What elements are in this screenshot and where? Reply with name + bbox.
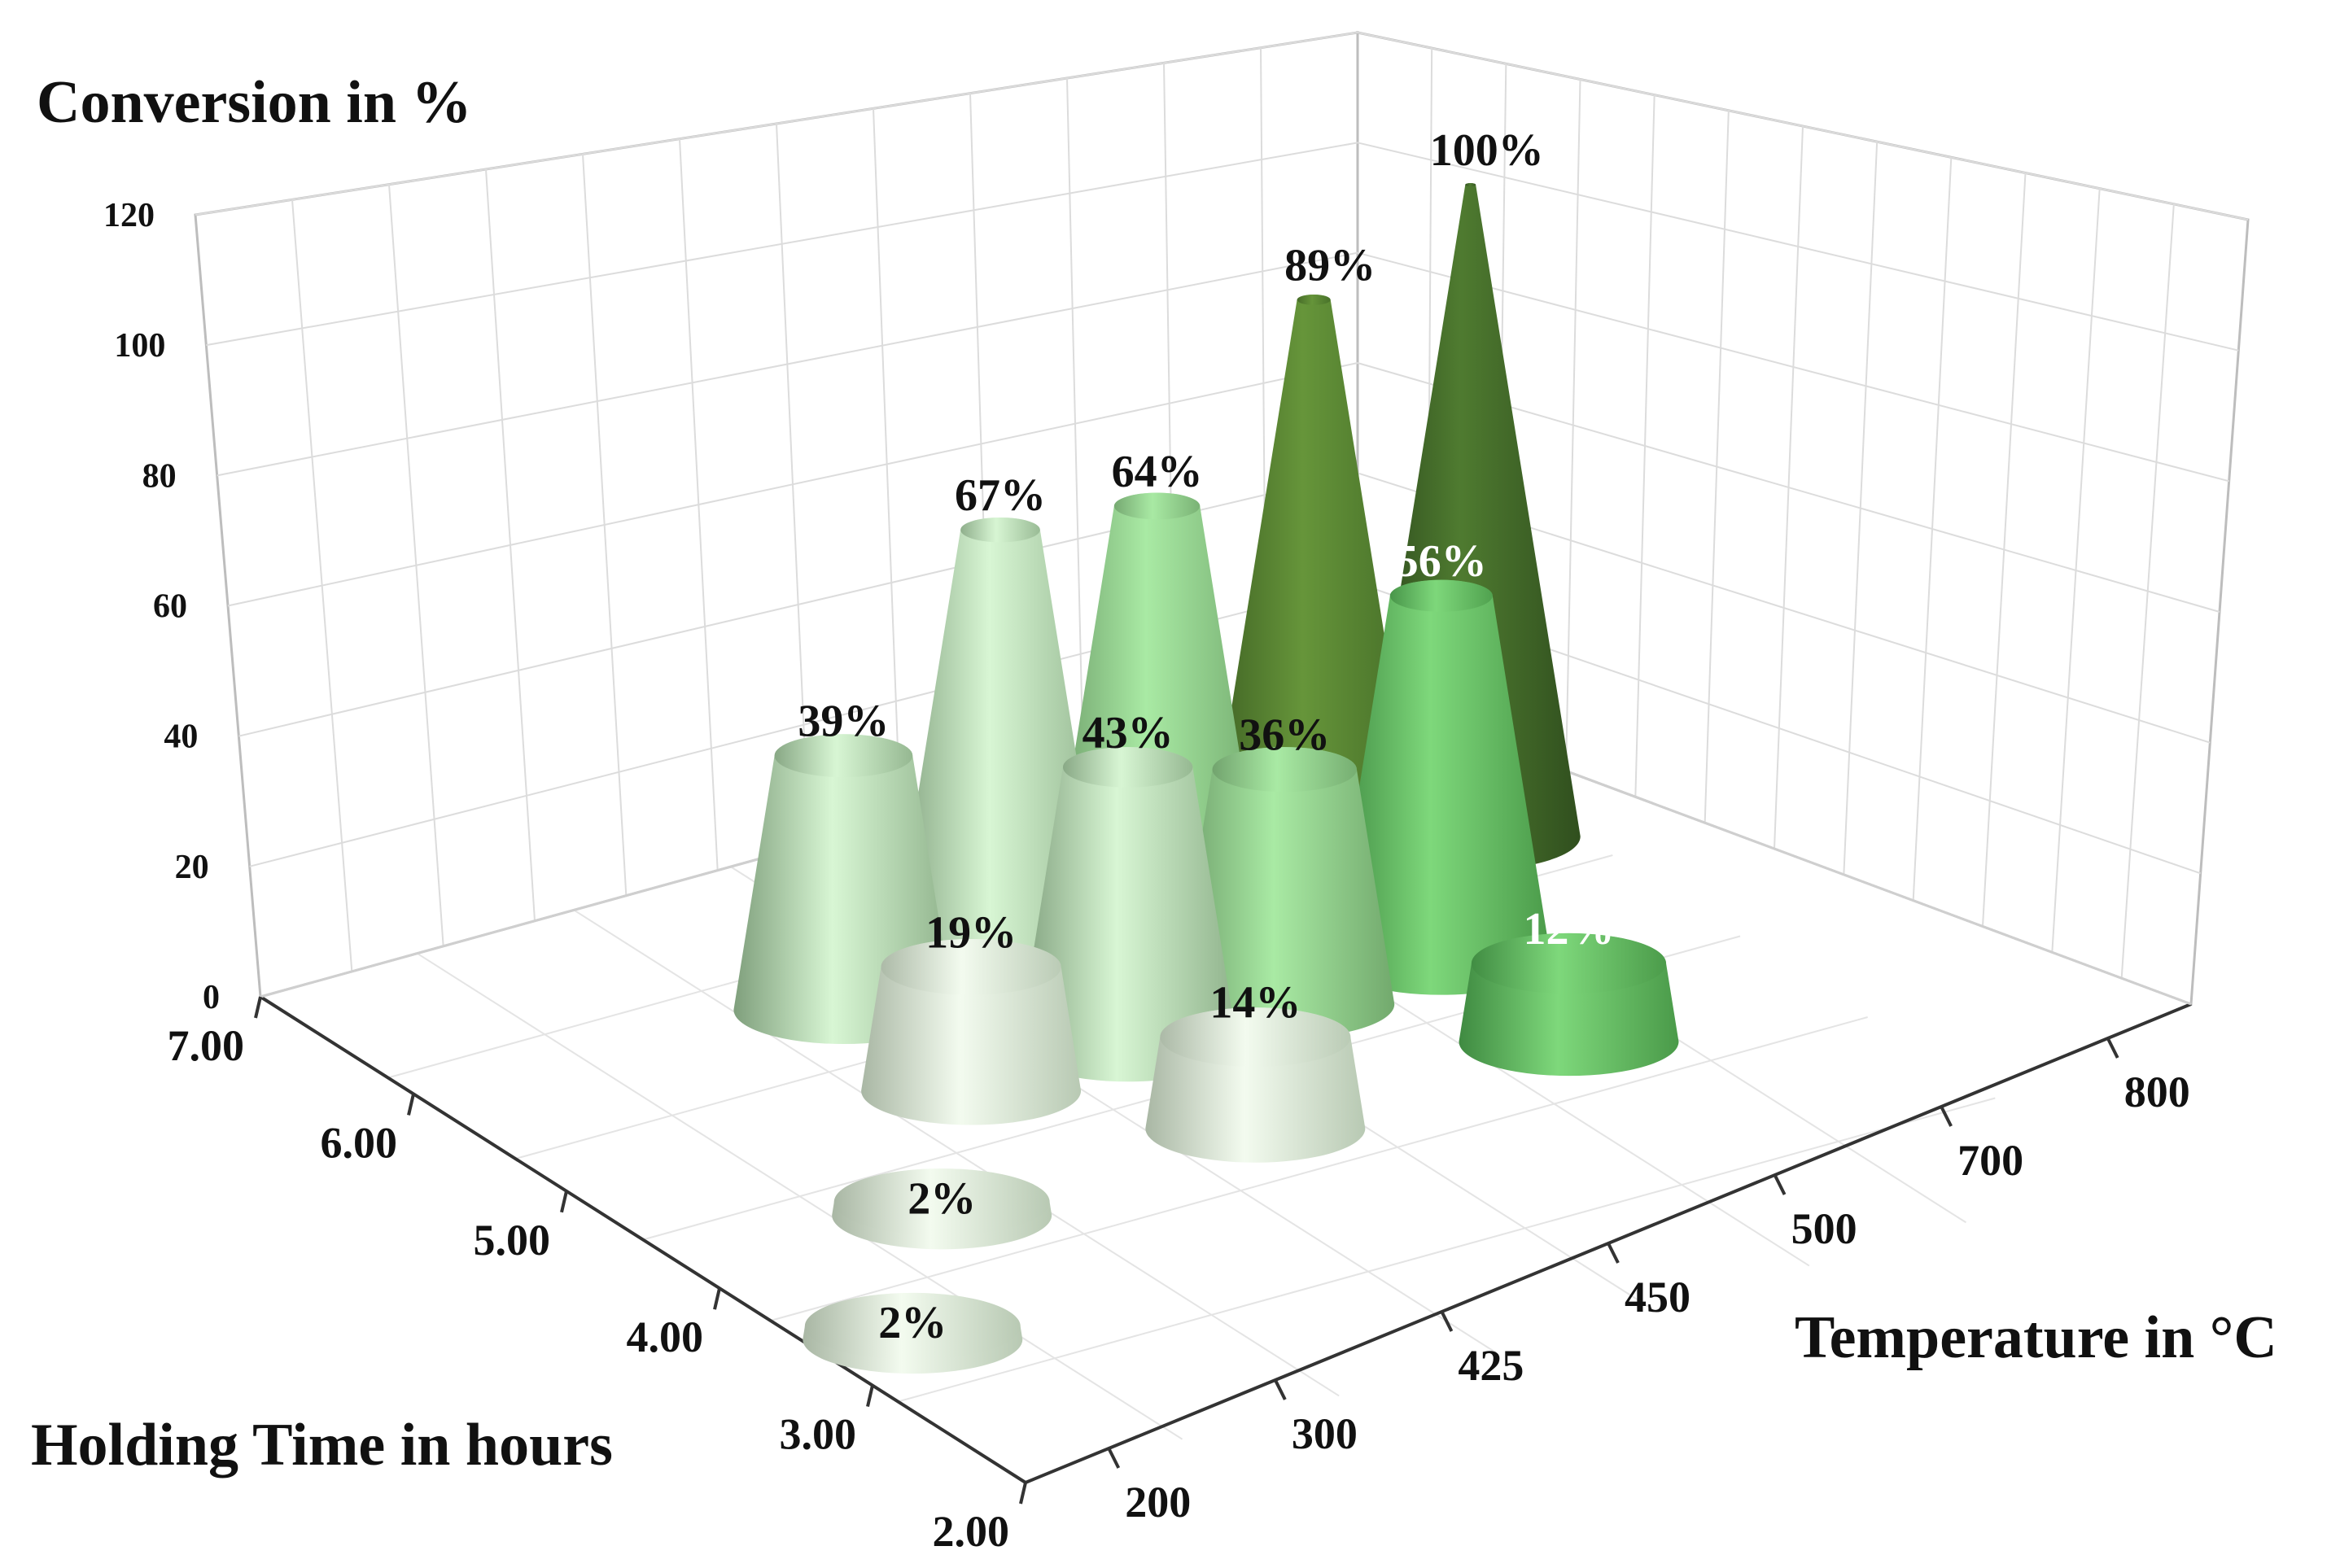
bar-value-label: 2% [878,1298,947,1348]
bar [1017,747,1238,1082]
temperature-tick-label: 800 [2124,1068,2190,1116]
bar-value-label: 12% [1523,904,1614,954]
bar-value-label: 19% [925,907,1017,958]
temperature-tick-mark [1107,1448,1121,1469]
bar-value-label: 39% [798,697,889,747]
bar [832,1168,1052,1250]
temperature-tick-label: 450 [1625,1273,1690,1321]
bar [1145,1007,1366,1163]
bar-value-label: 36% [1239,710,1330,761]
temperature-tick-mark [2106,1037,2119,1059]
temperature-tick-label: 425 [1458,1341,1524,1390]
time-tick-mark [254,996,262,1019]
bar-top [1389,579,1493,612]
bar [1174,747,1395,1038]
temperature-tick-mark [1440,1311,1454,1332]
bar-top [1160,1007,1351,1068]
bars [733,183,1679,1374]
bar-top [1062,747,1193,788]
temperature-tick-label: 200 [1125,1478,1191,1527]
temperature-tick-label: 700 [1957,1136,2023,1185]
temperature-tick-label: 300 [1292,1409,1358,1458]
bar [1331,579,1551,995]
bar-value-label: 89% [1284,240,1376,290]
time-axis-ticks: 2.00 3.00 4.00 5.00 6.00 7.00 [168,996,1027,1556]
temperature-tick-mark [1607,1243,1620,1264]
time-tick-mark [407,1093,415,1116]
bar-value-label: 2% [908,1173,976,1224]
bar-body [1331,579,1551,995]
temperature-tick-mark [1274,1379,1287,1400]
bar-body [1017,747,1238,1082]
time-tick-label: 5.00 [474,1216,551,1264]
time-tick-label: 4.00 [627,1312,704,1361]
bar-top [1465,183,1476,187]
time-axis-line [259,995,1027,1484]
bar-value-label: 43% [1083,708,1174,758]
bar-value-label: 56% [1396,536,1487,587]
time-tick-mark [1019,1482,1027,1505]
bar-top [881,938,1061,995]
time-axis-title: Holding Time in hours [31,1412,613,1478]
z-tick-label: 100 [114,327,165,365]
bar-labels: 100% 89% 64% 56% 67% 36% 39% 12% 43% 19% 14% 2% 2% [798,125,1614,1348]
temperature-axis-ticks: 200 300 425 450 500 700 800 [1107,1037,2190,1527]
time-tick-mark [713,1287,721,1310]
bar [1459,933,1679,1077]
temperature-tick-mark [1940,1106,1953,1127]
z-tick-label: 40 [164,718,198,756]
bar-top [960,517,1040,543]
bar-value-label: 100% [1430,125,1544,176]
temperature-tick-mark [1773,1174,1787,1195]
z-tick-label: 0 [203,979,220,1016]
bar-top [804,1292,1021,1361]
time-tick-label: 2.00 [933,1507,1010,1556]
time-tick-mark [866,1385,874,1408]
bar-top [1471,933,1667,994]
temperature-tick-label: 500 [1791,1204,1857,1253]
bar-top [774,734,913,778]
bar [861,938,1082,1125]
bar-value-label: 64% [1112,447,1203,497]
time-tick-label: 3.00 [780,1410,857,1459]
bar-top [1297,295,1331,305]
z-tick-label: 60 [153,588,187,626]
z-tick-label: 20 [175,849,209,886]
bar-value-label: 14% [1209,978,1301,1029]
time-tick-label: 7.00 [168,1021,245,1070]
bar-body [1174,747,1395,1038]
time-tick-label: 6.00 [321,1118,398,1167]
z-axis-ticks: 0 20 40 60 80 100 120 [103,197,220,1016]
bar-top [1113,492,1201,520]
bar-value-label: 67% [955,470,1046,521]
bar-top [1212,747,1357,793]
z-tick-label: 120 [103,197,155,234]
bar-top [833,1168,1050,1236]
z-tick-label: 80 [142,457,177,495]
temperature-axis-title: Temperature in °C [1795,1304,2277,1371]
bar [803,1292,1023,1374]
z-axis-title: Conversion in % [37,69,472,136]
time-tick-mark [560,1190,568,1213]
